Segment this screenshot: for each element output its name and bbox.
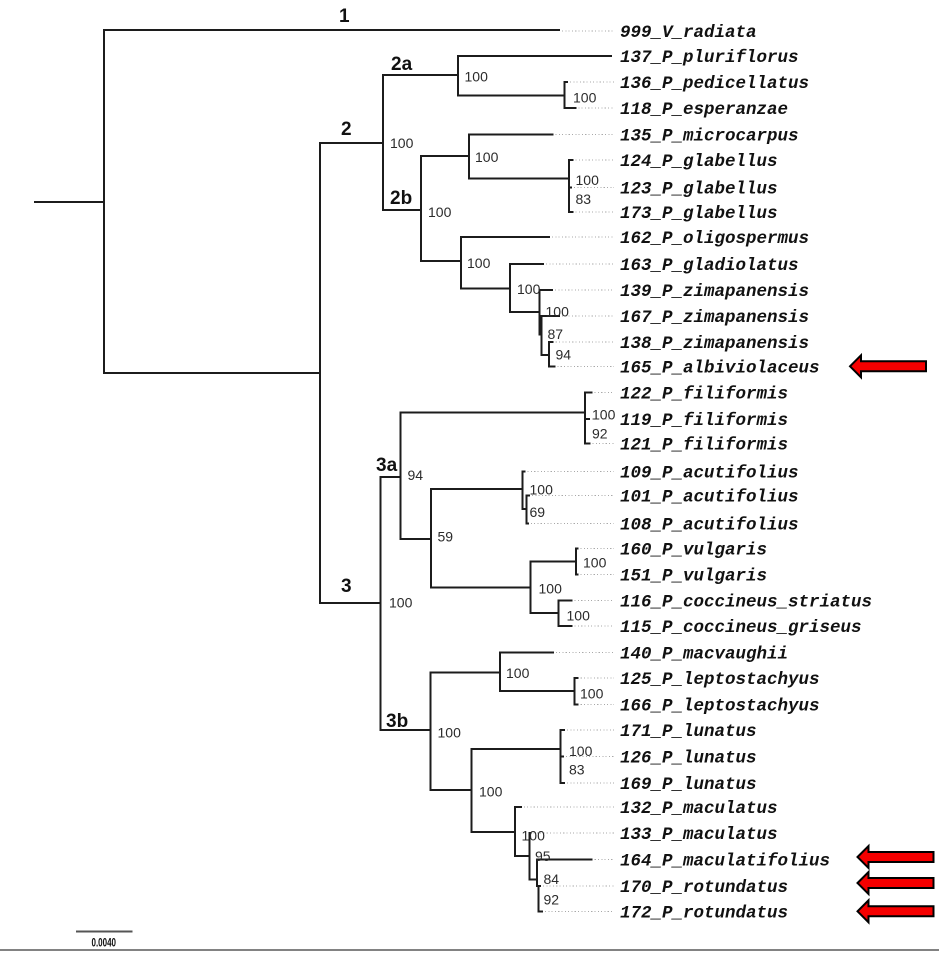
svg-text:3: 3 bbox=[341, 576, 352, 597]
svg-text:100: 100 bbox=[522, 828, 546, 844]
svg-text:135_P_microcarpus: 135_P_microcarpus bbox=[620, 127, 799, 147]
svg-text:163_P_gladiolatus: 163_P_gladiolatus bbox=[620, 256, 799, 276]
svg-text:3a: 3a bbox=[376, 455, 398, 476]
svg-text:95: 95 bbox=[535, 848, 551, 864]
svg-text:83: 83 bbox=[569, 762, 585, 778]
svg-text:94: 94 bbox=[408, 467, 424, 483]
svg-text:100: 100 bbox=[475, 149, 499, 165]
svg-text:173_P_glabellus: 173_P_glabellus bbox=[620, 204, 778, 224]
svg-text:100: 100 bbox=[546, 304, 570, 320]
svg-text:126_P_lunatus: 126_P_lunatus bbox=[620, 748, 757, 768]
svg-text:100: 100 bbox=[506, 665, 530, 681]
svg-text:100: 100 bbox=[573, 90, 597, 106]
svg-text:999_V_radiata: 999_V_radiata bbox=[620, 23, 757, 43]
svg-text:136_P_pedicellatus: 136_P_pedicellatus bbox=[620, 74, 809, 94]
svg-text:69: 69 bbox=[530, 504, 546, 520]
svg-text:119_P_filiformis: 119_P_filiformis bbox=[620, 411, 788, 431]
svg-text:100: 100 bbox=[479, 784, 503, 800]
svg-text:171_P_lunatus: 171_P_lunatus bbox=[620, 722, 757, 742]
svg-text:132_P_maculatus: 132_P_maculatus bbox=[620, 799, 778, 819]
svg-text:137_P_pluriflorus: 137_P_pluriflorus bbox=[620, 48, 799, 68]
svg-text:87: 87 bbox=[548, 326, 564, 342]
svg-text:124_P_glabellus: 124_P_glabellus bbox=[620, 152, 778, 172]
svg-text:115_P_coccineus_griseus: 115_P_coccineus_griseus bbox=[620, 618, 862, 638]
svg-text:101_P_acutifolius: 101_P_acutifolius bbox=[620, 488, 799, 508]
svg-text:100: 100 bbox=[592, 407, 616, 423]
svg-text:100: 100 bbox=[467, 255, 491, 271]
svg-text:2b: 2b bbox=[390, 188, 412, 209]
svg-text:160_P_vulgaris: 160_P_vulgaris bbox=[620, 541, 767, 561]
svg-text:100: 100 bbox=[530, 482, 554, 498]
svg-text:165_P_albiviolaceus: 165_P_albiviolaceus bbox=[620, 359, 820, 379]
svg-text:162_P_oligospermus: 162_P_oligospermus bbox=[620, 229, 809, 249]
svg-text:118_P_esperanzae: 118_P_esperanzae bbox=[620, 100, 788, 120]
svg-text:100: 100 bbox=[569, 743, 593, 759]
svg-text:108_P_acutifolius: 108_P_acutifolius bbox=[620, 515, 799, 535]
svg-text:133_P_maculatus: 133_P_maculatus bbox=[620, 825, 778, 845]
svg-text:100: 100 bbox=[580, 686, 604, 702]
svg-text:164_P_maculatifolius: 164_P_maculatifolius bbox=[620, 852, 830, 872]
svg-text:166_P_leptostachyus: 166_P_leptostachyus bbox=[620, 696, 820, 716]
svg-text:140_P_macvaughii: 140_P_macvaughii bbox=[620, 645, 788, 665]
svg-text:59: 59 bbox=[438, 529, 454, 545]
svg-text:121_P_filiformis: 121_P_filiformis bbox=[620, 436, 788, 456]
svg-text:100: 100 bbox=[517, 281, 541, 297]
svg-text:0.0040: 0.0040 bbox=[92, 935, 117, 949]
svg-text:100: 100 bbox=[539, 581, 563, 597]
svg-text:100: 100 bbox=[389, 595, 413, 611]
svg-text:151_P_vulgaris: 151_P_vulgaris bbox=[620, 567, 767, 587]
svg-text:100: 100 bbox=[438, 725, 462, 741]
svg-text:169_P_lunatus: 169_P_lunatus bbox=[620, 775, 757, 795]
svg-text:3b: 3b bbox=[386, 711, 408, 732]
svg-text:92: 92 bbox=[544, 892, 560, 908]
svg-text:170_P_rotundatus: 170_P_rotundatus bbox=[620, 878, 788, 898]
svg-text:116_P_coccineus_striatus: 116_P_coccineus_striatus bbox=[620, 592, 872, 612]
svg-text:167_P_zimapanensis: 167_P_zimapanensis bbox=[620, 308, 809, 328]
svg-text:122_P_filiformis: 122_P_filiformis bbox=[620, 385, 788, 405]
svg-text:100: 100 bbox=[583, 555, 607, 571]
svg-text:100: 100 bbox=[428, 204, 452, 220]
svg-text:94: 94 bbox=[556, 347, 572, 363]
svg-text:2: 2 bbox=[341, 119, 352, 140]
svg-text:172_P_rotundatus: 172_P_rotundatus bbox=[620, 903, 788, 923]
svg-text:100: 100 bbox=[390, 135, 414, 151]
svg-text:138_P_zimapanensis: 138_P_zimapanensis bbox=[620, 334, 809, 354]
svg-text:100: 100 bbox=[576, 172, 600, 188]
svg-text:100: 100 bbox=[567, 608, 591, 624]
svg-text:83: 83 bbox=[576, 191, 592, 207]
svg-text:125_P_leptostachyus: 125_P_leptostachyus bbox=[620, 670, 820, 690]
svg-text:2a: 2a bbox=[391, 54, 413, 75]
svg-text:123_P_glabellus: 123_P_glabellus bbox=[620, 180, 778, 200]
svg-text:100: 100 bbox=[465, 69, 489, 85]
svg-text:84: 84 bbox=[544, 871, 560, 887]
svg-text:109_P_acutifolius: 109_P_acutifolius bbox=[620, 463, 799, 483]
svg-text:92: 92 bbox=[592, 426, 608, 442]
svg-text:1: 1 bbox=[339, 6, 350, 27]
svg-text:139_P_zimapanensis: 139_P_zimapanensis bbox=[620, 282, 809, 302]
